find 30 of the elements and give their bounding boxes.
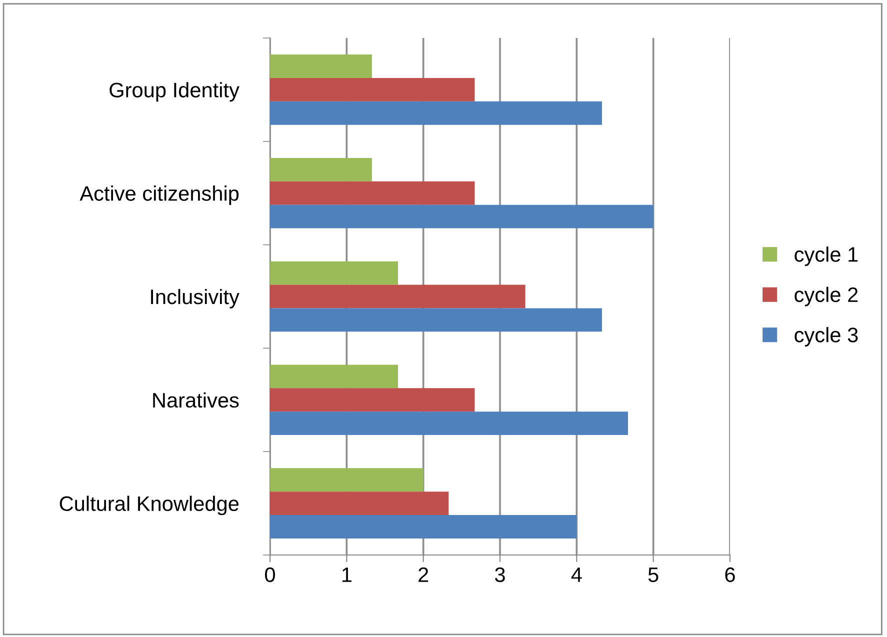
bar	[270, 364, 398, 388]
bar	[270, 492, 449, 516]
bar	[270, 388, 475, 412]
legend-label: cycle 2	[794, 286, 858, 306]
x-tick-label: 2	[418, 567, 428, 582]
bar	[270, 284, 526, 308]
x-tick-label: 0	[265, 567, 275, 582]
bar	[270, 308, 602, 332]
bar	[270, 412, 628, 436]
bar	[270, 204, 654, 228]
bar	[270, 78, 475, 102]
x-tick-label: 5	[648, 568, 658, 582]
y-tick-label: Inclusivity	[151, 288, 240, 308]
bar	[270, 515, 577, 538]
x-tick-label: 4	[571, 568, 582, 582]
legend-label: cycle 3	[794, 327, 858, 346]
bar	[270, 101, 602, 125]
bar	[270, 54, 372, 78]
legend-label: cycle 1	[794, 246, 858, 266]
x-tick-label: 6	[725, 567, 735, 582]
bar	[270, 158, 372, 182]
y-tick-label: Naratives	[153, 392, 239, 408]
x-tick-label: 3	[495, 567, 505, 582]
y-tick-label: Active citizenship	[80, 186, 239, 205]
bar	[270, 468, 424, 492]
y-tick-label: Cultural Knowledge	[60, 496, 239, 516]
bar	[270, 261, 398, 285]
x-tick-label: 1	[342, 568, 352, 582]
bar	[270, 181, 475, 205]
y-tick-label: Group Identity	[110, 82, 240, 102]
